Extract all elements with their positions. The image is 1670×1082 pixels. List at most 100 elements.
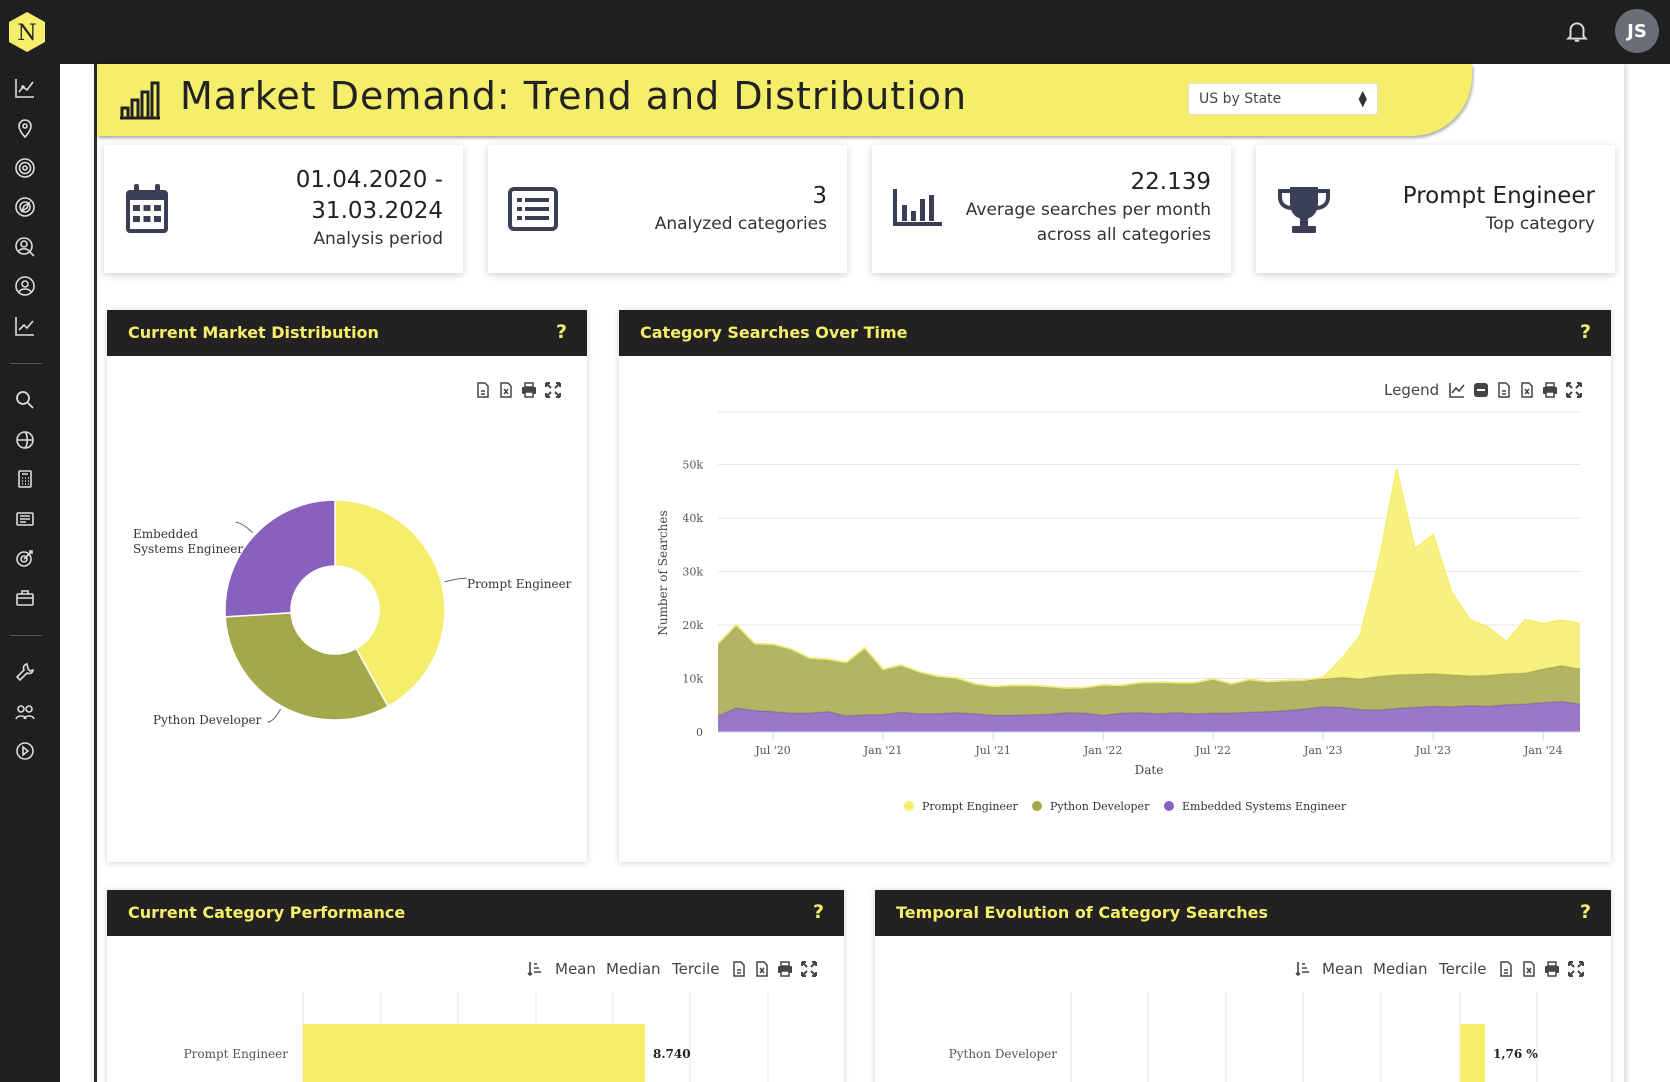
stat-card-categories: 3 Analyzed categories <box>488 145 847 273</box>
export-excel-icon[interactable] <box>498 382 514 398</box>
location-pin-icon[interactable] <box>13 116 37 140</box>
tercile-toggle[interactable]: Tercile <box>1439 960 1487 978</box>
export-pdf-icon[interactable] <box>731 961 747 977</box>
donut-label: Systems Engineer <box>133 542 243 556</box>
median-toggle[interactable]: Median <box>1373 960 1428 978</box>
calculator-icon[interactable] <box>13 467 37 491</box>
stat-value: 01.04.2020 - <box>295 167 443 193</box>
sort-icon[interactable] <box>527 961 543 977</box>
y-tick-label: 30k <box>682 566 703 579</box>
legend-toggle[interactable]: Legend <box>1384 381 1440 399</box>
x-tick-label: Jul '21 <box>974 744 1011 757</box>
area-series <box>718 701 1580 732</box>
stat-label: Top category <box>1485 214 1595 234</box>
x-tick-label: Jan '23 <box>1303 744 1343 757</box>
y-tick-label: 20k <box>682 619 703 632</box>
performance-bar-chart: Prompt Engineer 8.740 <box>184 992 769 1082</box>
fullscreen-icon[interactable] <box>801 961 817 977</box>
data-label: 8.740 <box>653 1047 691 1061</box>
mean-toggle[interactable]: Mean <box>555 960 596 978</box>
region-select-value: US by State <box>1199 91 1282 107</box>
area-series <box>718 625 1580 716</box>
help-icon[interactable]: ? <box>555 321 567 343</box>
stat-label: Analysis period <box>313 229 443 249</box>
search-icon[interactable] <box>13 388 37 412</box>
sidebar <box>0 64 60 1082</box>
x-tick-label: Jan '22 <box>1083 744 1123 757</box>
export-pdf-icon[interactable] <box>1498 961 1514 977</box>
category-label: Python Developer <box>949 1047 1058 1061</box>
logo-icon[interactable]: N <box>8 11 46 53</box>
legend-marker <box>1164 801 1174 811</box>
median-toggle[interactable]: Median <box>606 960 661 978</box>
wrench-icon[interactable] <box>13 660 37 684</box>
play-circle-icon[interactable] <box>13 739 37 763</box>
export-excel-icon[interactable] <box>1519 382 1535 398</box>
export-pdf-icon[interactable] <box>1496 382 1512 398</box>
sort-icon[interactable] <box>1295 961 1311 977</box>
y-tick-label: 0 <box>696 726 703 739</box>
fullscreen-icon[interactable] <box>545 382 561 398</box>
panel-header: Temporal Evolution of Category Searches … <box>875 890 1611 936</box>
avatar[interactable]: JS <box>1615 9 1659 53</box>
minus-square-icon[interactable] <box>1473 382 1489 398</box>
tercile-toggle[interactable]: Tercile <box>672 960 720 978</box>
stat-card-period: 01.04.2020 - 31.03.2024 Analysis period <box>104 145 463 273</box>
evolution-bar-chart: Python Developer 1,76 % <box>949 992 1538 1082</box>
fullscreen-icon[interactable] <box>1566 382 1582 398</box>
chart-type-icon[interactable] <box>1449 382 1465 398</box>
bar-chart-icon <box>893 189 942 226</box>
briefcase-icon[interactable] <box>13 586 37 610</box>
category-label: Prompt Engineer <box>184 1047 289 1061</box>
top-bar: N JS <box>0 0 1670 64</box>
donut-chart: Prompt Engineer Python Developer EmbeddedS… <box>133 499 572 727</box>
y-axis-title: Number of Searches <box>656 510 670 635</box>
legend-marker <box>904 801 914 811</box>
goal-icon[interactable] <box>13 546 37 570</box>
label-connector <box>444 577 467 583</box>
donut-slice <box>334 499 446 708</box>
export-excel-icon[interactable] <box>754 961 770 977</box>
area-chart: 0 10k 20k 30k 40k 50k Jul '20 Jan '21 Jul '21 Jan… <box>656 411 1581 813</box>
globe-icon[interactable] <box>13 428 37 452</box>
help-icon[interactable]: ? <box>1579 321 1591 343</box>
x-tick-label: Jan '24 <box>1523 744 1563 757</box>
help-icon[interactable]: ? <box>1579 901 1591 923</box>
print-icon[interactable] <box>1544 961 1560 977</box>
bell-icon[interactable] <box>1564 18 1590 44</box>
compass-icon[interactable] <box>13 195 37 219</box>
panel-title: Current Category Performance <box>128 903 406 922</box>
signal-bars-icon <box>120 81 160 120</box>
stat-value: 22.139 <box>1130 169 1211 195</box>
mean-toggle[interactable]: Mean <box>1322 960 1363 978</box>
export-excel-icon[interactable] <box>1521 961 1537 977</box>
print-icon[interactable] <box>1542 382 1558 398</box>
fullscreen-icon[interactable] <box>1568 961 1584 977</box>
panel-header: Current Category Performance ? <box>107 890 844 936</box>
select-caret-icon: ▲ ▼ <box>1358 88 1367 109</box>
y-tick-label: 40k <box>682 512 703 525</box>
region-select[interactable]: US by State ▲ ▼ <box>1188 83 1378 115</box>
panel-title: Temporal Evolution of Category Searches <box>896 903 1269 922</box>
y-tick-label: 50k <box>682 459 703 472</box>
bar <box>303 1024 645 1082</box>
target-icon[interactable] <box>13 156 37 180</box>
team-icon[interactable] <box>13 700 37 724</box>
stat-label-line2: across all categories <box>1036 225 1211 245</box>
stat-value: 3 <box>812 183 827 209</box>
stat-text: 01.04.2020 - 31.03.2024 Analysis period <box>296 165 443 252</box>
bar <box>1460 1024 1485 1082</box>
news-icon[interactable] <box>13 507 37 531</box>
print-icon[interactable] <box>521 382 537 398</box>
export-pdf-icon[interactable] <box>475 382 491 398</box>
help-icon[interactable]: ? <box>812 901 824 923</box>
trend-chart-icon[interactable] <box>13 76 37 100</box>
user-circle-icon[interactable] <box>13 274 37 298</box>
print-icon[interactable] <box>777 961 793 977</box>
line-chart-icon[interactable] <box>13 314 37 338</box>
list-icon <box>508 187 558 231</box>
person-search-icon[interactable] <box>13 235 37 259</box>
legend-marker <box>1032 801 1042 811</box>
panel-title: Current Market Distribution <box>128 323 379 342</box>
panel-title: Category Searches Over Time <box>640 323 908 342</box>
